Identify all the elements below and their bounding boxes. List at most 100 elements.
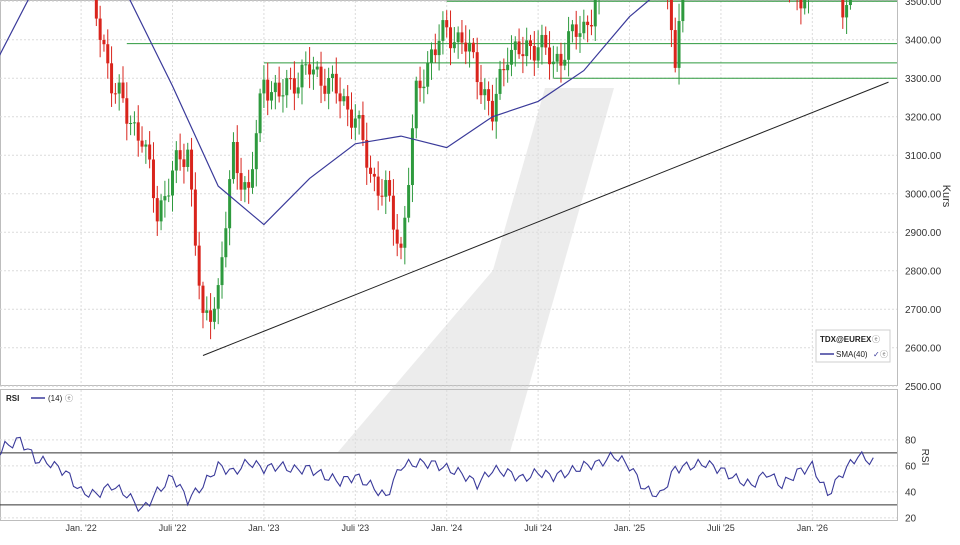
candle-body	[517, 41, 521, 55]
candle-body	[456, 32, 460, 43]
y-tick-label: 3500.00	[905, 0, 942, 8]
candle-body	[803, 0, 807, 9]
candle-body	[220, 257, 224, 286]
trendline-layer	[202, 81, 889, 356]
candle-body	[132, 122, 136, 124]
candle-body	[483, 89, 487, 96]
candle-body	[361, 115, 365, 140]
candle-body	[410, 128, 414, 186]
x-tick-label: Jan. '23	[248, 523, 279, 533]
candle-body	[308, 64, 312, 75]
y-tick-label: 2700.00	[905, 305, 942, 316]
candle-body	[536, 47, 540, 61]
candle-body	[117, 82, 121, 94]
candle-body	[570, 24, 574, 32]
rsi-y-axis-label: RSI	[919, 449, 930, 466]
candle-body	[254, 133, 258, 170]
candle-body	[98, 18, 102, 40]
candle-body	[403, 217, 407, 248]
candles-layer	[94, 0, 852, 340]
rsi-y-ticks: 20 40 60 80	[905, 435, 917, 524]
main-legend: TDX@EUREX ⓔ SMA(40) ✓ ⓔ	[815, 329, 891, 363]
candle-body	[350, 109, 354, 128]
candle-body	[338, 93, 342, 102]
candle-body	[369, 167, 373, 174]
candle-body	[224, 228, 228, 258]
candle-body	[250, 169, 254, 188]
x-tick-label: Juli '23	[341, 523, 369, 533]
candle-body	[235, 141, 239, 174]
candle-body	[258, 93, 262, 134]
candle-body	[529, 40, 533, 47]
candle-body	[433, 49, 437, 56]
x-tick-label: Juli '22	[159, 523, 187, 533]
candle-body	[395, 229, 399, 244]
candle-body	[506, 64, 510, 71]
rsi-y-tick-label: 60	[905, 461, 917, 472]
candle-body	[479, 82, 483, 96]
candle-body	[159, 200, 163, 222]
candle-body	[681, 0, 685, 22]
rsi-y-tick-label: 80	[905, 435, 917, 446]
candle-body	[464, 42, 468, 52]
y-tick-label: 2800.00	[905, 266, 942, 277]
candle-body	[799, 0, 803, 9]
candle-body	[113, 93, 117, 95]
candle-body	[532, 46, 536, 61]
candle-body	[669, 0, 673, 31]
candle-body	[277, 82, 281, 97]
candle-body	[426, 62, 430, 87]
rsi-legend: RSI (14) ⓔ	[6, 394, 73, 403]
candle-body	[174, 150, 178, 171]
candle-body	[296, 87, 300, 94]
watermark-slash-left	[338, 268, 510, 452]
info-icon[interactable]: ⓔ	[65, 394, 73, 403]
candle-body	[487, 89, 491, 101]
x-tick-label: Juli '24	[524, 523, 552, 533]
candle-body	[121, 82, 125, 99]
candle-body	[673, 30, 677, 68]
candle-body	[330, 73, 334, 78]
candle-body	[140, 140, 144, 147]
rsi-line	[0, 436, 874, 513]
candle-body	[243, 182, 247, 190]
candle-body	[414, 80, 418, 129]
sma-layer	[0, 0, 651, 226]
rsi-title: RSI	[6, 394, 19, 403]
candle-body	[319, 66, 323, 86]
candle-body	[490, 100, 494, 122]
candle-body	[151, 159, 155, 199]
candle-body	[300, 64, 304, 88]
trendline	[202, 81, 889, 356]
candle-body	[289, 78, 293, 80]
candle-body	[578, 33, 582, 37]
candle-body	[555, 53, 559, 62]
candle-body	[155, 198, 159, 222]
candle-body	[513, 41, 517, 50]
candle-body	[574, 24, 578, 37]
x-tick-label: Jan. '26	[797, 523, 828, 533]
y-tick-label: 2900.00	[905, 228, 942, 239]
candle-body	[845, 5, 849, 18]
candle-body	[540, 34, 544, 48]
sma-line	[0, 0, 651, 226]
checkmark-icon[interactable]: ✓	[873, 350, 880, 359]
candle-body	[315, 66, 319, 70]
candle-body	[593, 0, 597, 27]
candle-body	[582, 21, 586, 34]
candle-body	[197, 245, 201, 286]
candle-body	[346, 96, 350, 110]
candle-body	[334, 73, 338, 94]
candle-body	[521, 54, 525, 57]
x-tick-label: Juli '25	[707, 523, 735, 533]
x-tick-label: Jan. '25	[614, 523, 645, 533]
candle-body	[209, 310, 213, 322]
settings-icon[interactable]: ⓔ	[880, 350, 888, 359]
candle-body	[292, 78, 296, 94]
candle-body	[544, 34, 548, 48]
candle-body	[422, 86, 426, 89]
info-icon[interactable]: ⓔ	[872, 335, 880, 344]
candle-body	[407, 185, 411, 218]
watermark-logo	[338, 88, 614, 452]
candle-body	[216, 285, 220, 309]
